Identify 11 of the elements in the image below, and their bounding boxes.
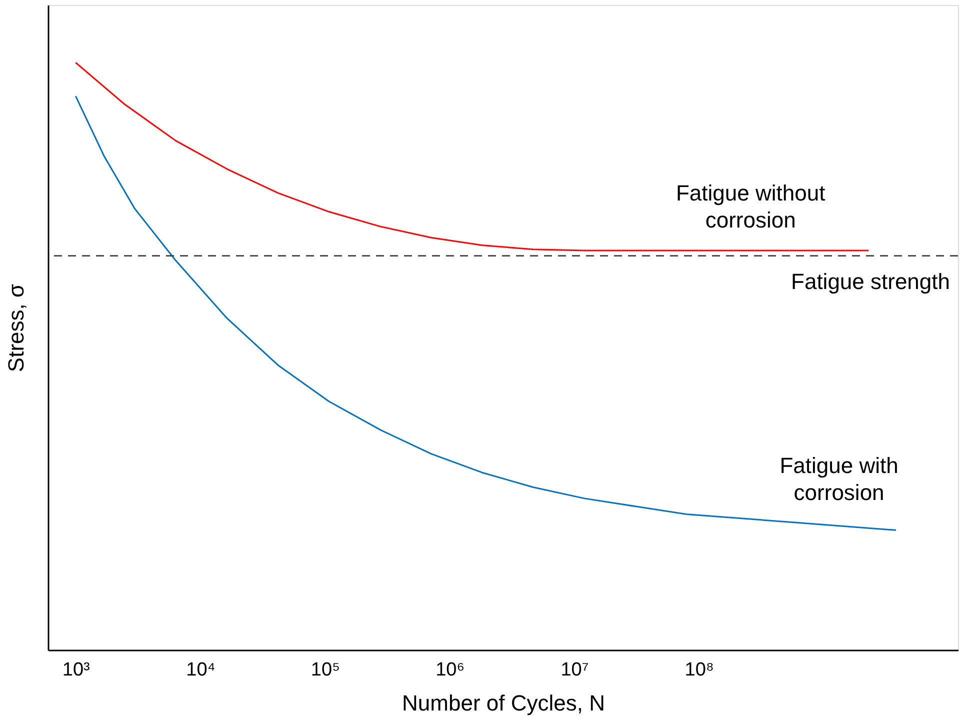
series-label: Fatigue without corrosion	[676, 180, 826, 233]
series-label: Fatigue with corrosion	[780, 453, 898, 506]
x-tick-label: 10⁵	[310, 660, 340, 680]
ref-line-label: Fatigue strength	[791, 268, 950, 294]
y-axis-title: Stress, σ	[4, 284, 28, 372]
x-axis-title: Number of Cycles, N	[402, 690, 605, 716]
x-tick-label: 10⁴	[186, 660, 216, 680]
x-tick-label: 10⁷	[560, 660, 589, 680]
x-tick-label: 10⁶	[436, 660, 465, 680]
x-tick-label: 10³	[62, 660, 90, 680]
x-tick-label: 10⁸	[684, 660, 714, 680]
